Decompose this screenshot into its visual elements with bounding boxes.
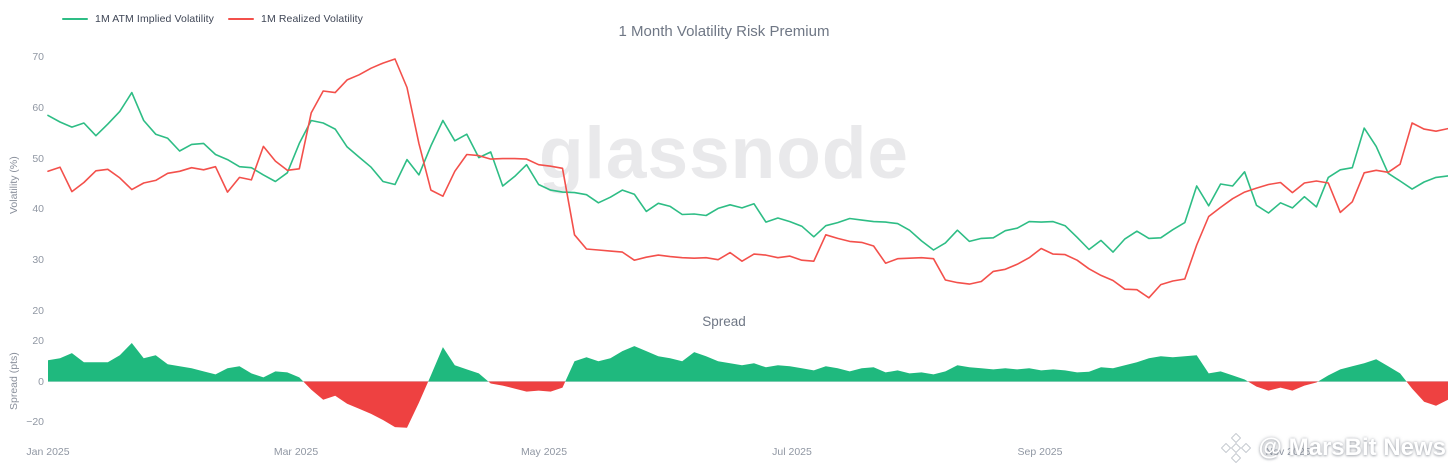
implied-volatility-line [47,91,1448,253]
y-tick-label: 20 [32,335,44,347]
marsbit-diamond-logo-icon [1220,433,1251,463]
chart-legend: 1M ATM Implied Volatility 1M Realized Vo… [62,13,363,25]
legend-label-realized: 1M Realized Volatility [261,13,364,25]
y-tick-label: 40 [32,203,44,216]
chart-title: 1 Month Volatility Risk Premium [618,23,830,40]
y-tick-label: 0 [38,375,44,388]
x-tick-label: Mar 2025 [273,446,319,458]
marsbit-watermark-text: @ MarsBit News [1258,434,1446,461]
x-tick-label: Sep 2025 [1017,446,1063,458]
legend-item-realized[interactable]: 1M Realized Volatility [228,13,363,25]
y-tick-label: 50 [32,152,44,165]
y-tick-label: 70 [32,51,44,63]
x-tick-label: Jan 2025 [26,446,70,458]
realized-volatility-line [47,58,1448,299]
y-tick-label: −20 [26,416,44,428]
marsbit-watermark: @ MarsBit News [1219,431,1446,465]
y-tick-label: 60 [32,101,44,114]
legend-item-implied[interactable]: 1M ATM Implied Volatility [62,13,214,25]
volatility-axis-title: Volatility (%) [8,156,20,215]
x-tick-label: May 2025 [520,446,568,458]
glassnode-watermark: glassnode [538,113,910,194]
implied-line-swatch-icon [62,18,88,20]
y-tick-label: 20 [32,305,44,317]
legend-label-implied: 1M ATM Implied Volatility [95,13,215,25]
spread-area-positive [48,343,1448,382]
x-tick-label: Jul 2025 [772,446,812,458]
spread-area-negative [48,381,1448,428]
y-tick-label: 30 [32,254,44,267]
spread-panel-title: Spread [702,314,746,329]
realized-line-swatch-icon [228,18,255,20]
x-tick-label: Nov 2025 [1265,446,1311,458]
